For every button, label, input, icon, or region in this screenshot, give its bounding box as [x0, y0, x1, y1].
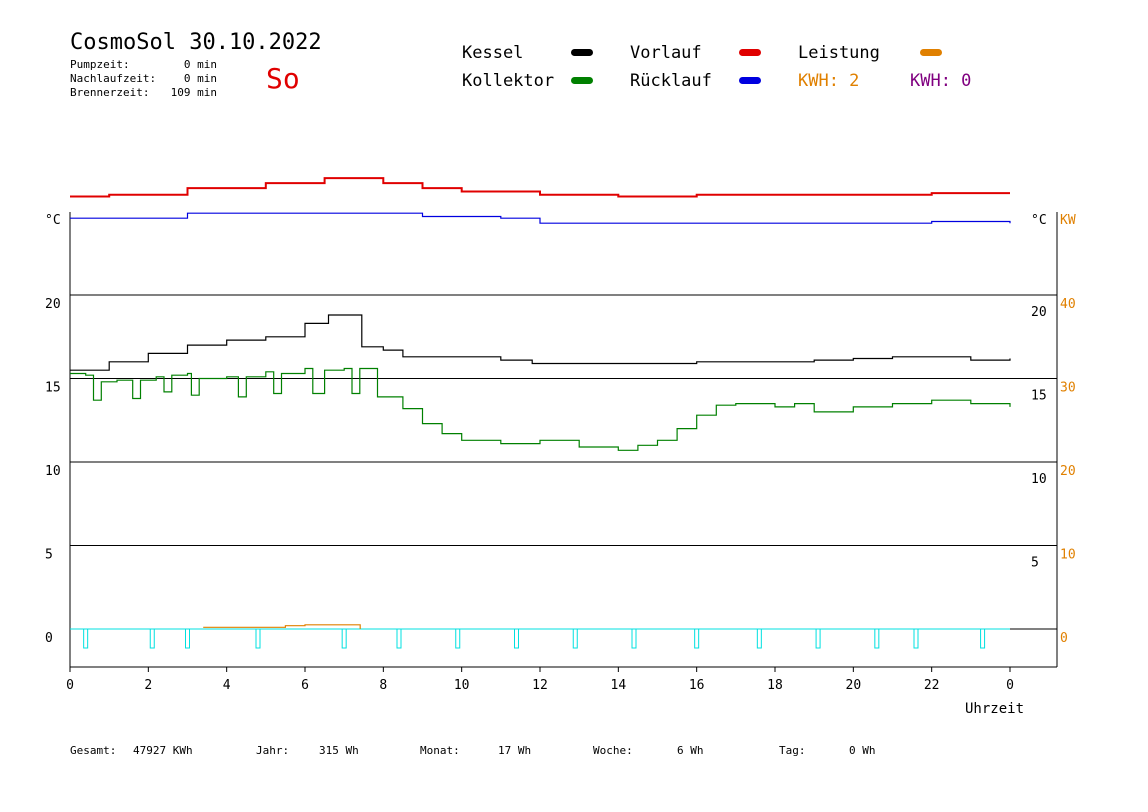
right-tick-label: 20	[1031, 305, 1047, 320]
footer-jahr-value: 315 Wh	[319, 744, 359, 757]
legend-leistung-label: Leistung	[798, 43, 880, 63]
x-tick-label: 6	[301, 678, 309, 693]
x-axis-label: Uhrzeit	[965, 701, 1025, 717]
left-tick-label: 20	[45, 297, 61, 312]
footer-gesamt-value: 47927 KWh	[133, 744, 193, 757]
pump-pulse	[913, 628, 919, 649]
chart-grid	[69, 212, 1058, 668]
right-tick-label: 10	[1031, 472, 1047, 487]
pump-pulse	[572, 628, 578, 649]
legend-leistung-swatch	[920, 49, 942, 56]
kw-tick-label: 0	[1060, 631, 1068, 646]
series-line-kessel	[70, 314, 1011, 371]
left-tick-label: 15	[45, 381, 61, 396]
x-tick-label: 0	[1006, 678, 1014, 693]
legend-kwh-solar: KWH: 2	[798, 71, 860, 91]
pump-pulse	[631, 628, 637, 649]
x-tick-label: 20	[846, 678, 862, 693]
kw-axis-unit: KW	[1060, 213, 1076, 228]
kw-tick-label: 30	[1060, 381, 1076, 396]
kw-tick-label: 10	[1060, 548, 1076, 563]
legend-ruecklauf-label: Rücklauf	[630, 71, 712, 91]
stat-value-nachlaufzeit: 0 min	[183, 72, 217, 85]
pump-pulse	[874, 628, 880, 649]
left-tick-label: 5	[45, 548, 53, 563]
x-tick-label: 8	[379, 678, 387, 693]
stat-label-nachlaufzeit: Nachlaufzeit:	[70, 72, 157, 85]
legend-vorlauf-label: Vorlauf	[630, 43, 702, 63]
x-tick-label: 2	[144, 678, 152, 693]
legend-kessel-swatch	[571, 49, 593, 56]
legend-vorlauf-swatch	[739, 49, 761, 56]
series-line-kollektor	[70, 367, 1011, 451]
kw-tick-label: 20	[1060, 464, 1076, 479]
right-axis-unit: °C	[1031, 213, 1047, 228]
x-tick-label: 18	[767, 678, 783, 693]
footer-monat-label: Monat:	[420, 744, 460, 757]
footer-woche-label: Woche:	[593, 744, 633, 757]
footer-tag-label: Tag:	[779, 744, 806, 757]
kw-tick-label: 40	[1060, 297, 1076, 312]
stat-label-pumpzeit: Pumpzeit:	[70, 58, 130, 71]
x-tick-label: 16	[689, 678, 705, 693]
footer-woche-value: 6 Wh	[677, 744, 704, 757]
x-tick-label: 4	[223, 678, 231, 693]
left-axis-unit: °C	[45, 213, 61, 228]
pump-pulse	[255, 628, 261, 649]
legend-kessel-label: Kessel	[462, 43, 524, 63]
left-tick-label: 10	[45, 464, 61, 479]
series-line-ruecklauf	[70, 212, 1011, 224]
footer-tag-value: 0 Wh	[849, 744, 876, 757]
legend-kwh-other: KWH: 0	[910, 71, 972, 91]
stat-value-brennerzeit: 109 min	[170, 86, 217, 99]
pump-pulse	[341, 628, 347, 649]
stat-label-brennerzeit: Brennerzeit:	[70, 86, 150, 99]
pump-pulse	[185, 628, 190, 649]
pump-pulses	[83, 628, 986, 649]
chart-ticks: 0 2 4 6 8 10 12 14 16 18 20 22 0 °C 20 15 10 5 0 °C 20 15 10 5 K…	[45, 213, 1076, 693]
weekday-label: So	[266, 62, 300, 95]
pump-pulse	[455, 628, 461, 649]
chart-title: CosmoSol 30.10.2022	[70, 30, 322, 55]
chart-lines	[70, 177, 1011, 629]
pump-pulse	[83, 628, 89, 649]
pump-pulse	[694, 628, 700, 649]
series-line-vorlauf	[70, 177, 1010, 198]
pump-pulse	[514, 628, 519, 649]
x-tick-label: 12	[532, 678, 548, 693]
footer-gesamt-label: Gesamt:	[70, 744, 117, 757]
right-tick-label: 15	[1031, 389, 1047, 404]
pump-pulse	[149, 628, 155, 649]
x-tick-label: 14	[611, 678, 627, 693]
legend-kollektor-swatch	[571, 77, 593, 84]
legend-kollektor-label: Kollektor	[462, 71, 555, 91]
x-tick-label: 10	[454, 678, 470, 693]
stat-value-pumpzeit: 0 min	[183, 58, 217, 71]
x-tick-label: 0	[66, 678, 74, 693]
footer-jahr-label: Jahr:	[256, 744, 290, 757]
legend-ruecklauf-swatch	[739, 77, 761, 84]
left-tick-label: 0	[45, 631, 53, 646]
right-tick-label: 5	[1031, 556, 1039, 571]
footer-monat-value: 17 Wh	[498, 744, 532, 757]
x-tick-label: 22	[924, 678, 940, 693]
pump-pulse	[396, 628, 402, 649]
pump-pulse	[756, 628, 762, 649]
pump-pulse	[980, 628, 986, 649]
series-line-leistung	[203, 624, 361, 629]
pump-pulse	[815, 628, 821, 649]
